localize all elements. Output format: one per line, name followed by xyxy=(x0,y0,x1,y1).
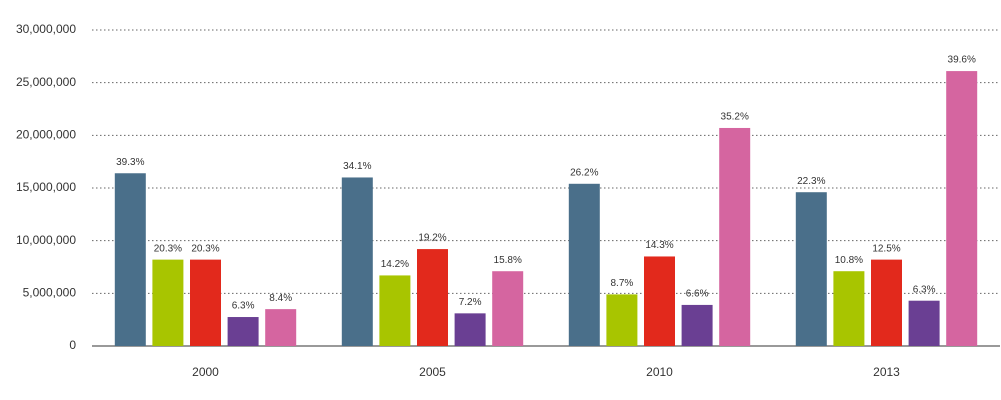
bar xyxy=(114,173,146,346)
share-label: 10.8% xyxy=(835,255,863,266)
x-tick-label: 2013 xyxy=(873,365,900,379)
share-label: 6.3% xyxy=(913,284,936,295)
y-tick-label: 30,000,000 xyxy=(16,22,76,36)
y-tick-label: 15,000,000 xyxy=(16,180,76,194)
y-tick-label: 5,000,000 xyxy=(23,286,77,300)
bar xyxy=(946,71,978,346)
bar xyxy=(190,259,221,346)
x-tick-label: 2000 xyxy=(192,365,219,379)
share-label: 15.8% xyxy=(494,255,522,266)
bar xyxy=(908,300,940,346)
bar xyxy=(341,177,373,346)
share-label: 6.6% xyxy=(686,289,709,300)
y-tick-label: 25,000,000 xyxy=(16,75,76,89)
bar xyxy=(871,259,902,346)
share-label: 39.6% xyxy=(948,55,976,66)
bar xyxy=(417,249,448,346)
bar xyxy=(719,127,751,347)
share-label: 35.2% xyxy=(721,112,749,123)
bar xyxy=(227,317,259,346)
share-label: 20.3% xyxy=(154,243,182,254)
bar xyxy=(606,294,638,346)
share-label: 12.5% xyxy=(872,243,900,254)
bar xyxy=(833,271,865,346)
share-label: 8.7% xyxy=(611,278,634,289)
share-label: 19.2% xyxy=(418,233,446,244)
x-tick-label: 2010 xyxy=(646,365,673,379)
bar xyxy=(152,259,184,346)
bar xyxy=(644,256,675,346)
x-tick-label: 2005 xyxy=(419,365,446,379)
share-label: 22.3% xyxy=(797,176,825,187)
bar xyxy=(492,271,524,346)
share-label: 6.3% xyxy=(232,301,255,312)
share-label: 8.4% xyxy=(269,293,292,304)
bar xyxy=(454,313,486,346)
bar xyxy=(795,192,827,346)
y-tick-label: 10,000,000 xyxy=(16,233,76,247)
share-label: 34.1% xyxy=(343,161,371,172)
share-label: 14.2% xyxy=(381,259,409,270)
bar xyxy=(568,183,600,346)
bar xyxy=(681,304,713,346)
y-tick-label: 20,000,000 xyxy=(16,128,76,142)
share-label: 7.2% xyxy=(459,297,482,308)
bar xyxy=(265,309,297,346)
y-tick-label: 0 xyxy=(69,338,76,352)
share-label: 20.3% xyxy=(191,243,219,254)
share-label: 39.3% xyxy=(116,157,144,168)
share-label: 14.3% xyxy=(645,240,673,251)
share-label: 26.2% xyxy=(570,167,598,178)
bar xyxy=(379,275,411,346)
